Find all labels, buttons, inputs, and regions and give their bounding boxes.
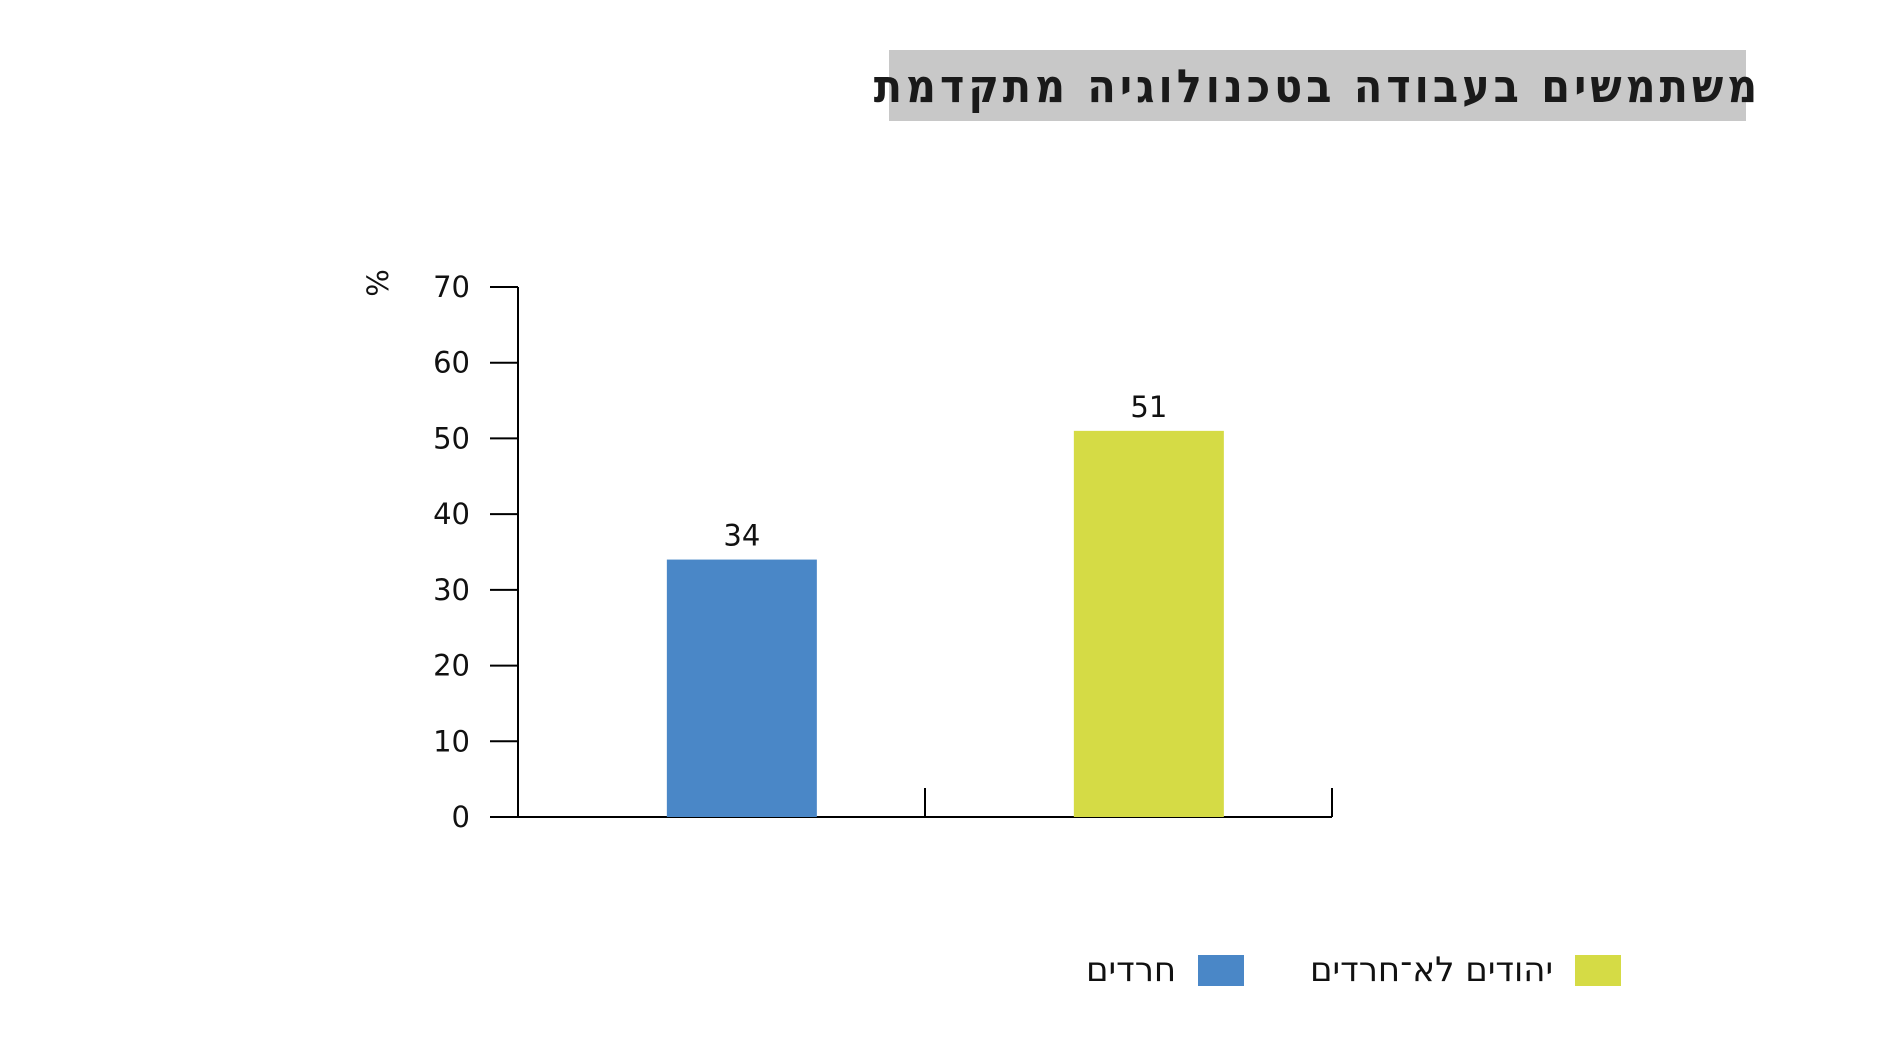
y-axis-label: %	[361, 269, 395, 297]
data-label-haredi: 34	[723, 519, 760, 553]
legend-label-non-haredi: יהודים לא־חרדים	[1310, 950, 1554, 990]
y-tick-label: 0	[452, 800, 470, 834]
y-tick-label: 40	[433, 497, 470, 531]
bars	[666, 430, 1224, 817]
y-tick-label: 70	[433, 270, 470, 304]
y-tick-label: 50	[433, 421, 470, 455]
y-tick-label: 60	[433, 346, 470, 380]
y-tick-label: 30	[433, 573, 470, 607]
legend-item-non-haredi: יהודים לא־חרדים	[1310, 950, 1622, 990]
legend-swatch-non-haredi	[1575, 954, 1622, 986]
legend-swatch-haredi	[1198, 954, 1245, 986]
data-label-non-haredi: 51	[1130, 390, 1167, 424]
y-tick-label: 10	[433, 724, 470, 758]
axes: 0 10 20 30 40 50 60 70	[433, 270, 1333, 834]
bar-non-haredi	[1073, 430, 1224, 817]
legend-item-haredi: חרדים	[1086, 950, 1245, 990]
legend-label-haredi: חרדים	[1086, 950, 1177, 990]
y-tick-label: 20	[433, 649, 470, 683]
chart-title-banner: משתמשים בעבודה בטכנולוגיה מתקדמת	[874, 50, 1757, 121]
chart-title: משתמשים בעבודה בטכנולוגיה מתקדמת	[873, 58, 1762, 113]
bar-haredi	[666, 559, 817, 817]
data-labels: 34 51	[723, 390, 1167, 553]
